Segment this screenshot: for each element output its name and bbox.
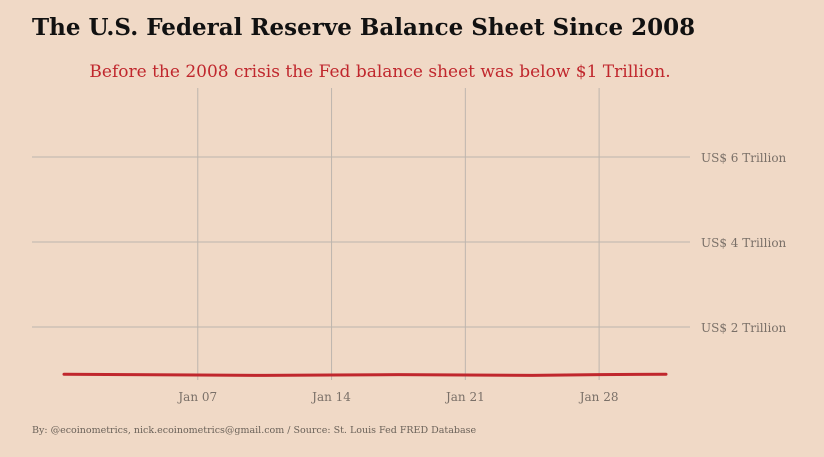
- x-tick-label: Jan 14: [310, 390, 351, 404]
- source-credit: By: @ecoinometrics, nick.ecoinometrics@g…: [32, 425, 477, 436]
- y-tick-label: US$ 4 Trillion: [701, 236, 787, 250]
- y-tick-label: US$ 6 Trillion: [701, 151, 787, 165]
- balance-sheet-line: [62, 372, 668, 377]
- chart-title: The U.S. Federal Reserve Balance Sheet S…: [32, 14, 696, 41]
- x-tick-label: Jan 28: [578, 390, 619, 404]
- x-tick-label: Jan 07: [176, 390, 217, 404]
- y-tick-label: US$ 2 Trillion: [701, 321, 787, 335]
- x-tick-label: Jan 21: [444, 390, 485, 404]
- chart-subtitle: Before the 2008 crisis the Fed balance s…: [89, 62, 671, 82]
